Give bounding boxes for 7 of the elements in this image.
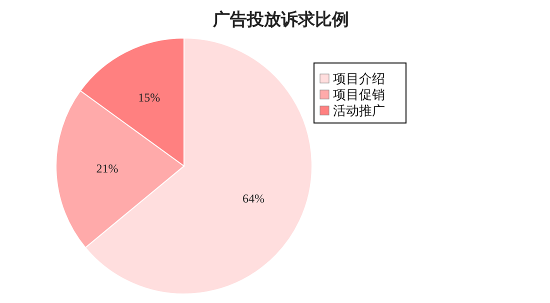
data-label: 21% [96, 161, 118, 176]
legend-label: 项目介绍 [333, 71, 385, 86]
data-label: 15% [138, 90, 160, 105]
data-label: 64% [242, 192, 264, 206]
legend-label: 项目促销 [333, 87, 385, 102]
chart-title: 广告投放诉求比例 [212, 10, 349, 29]
legend-label: 活动推广 [333, 103, 385, 118]
